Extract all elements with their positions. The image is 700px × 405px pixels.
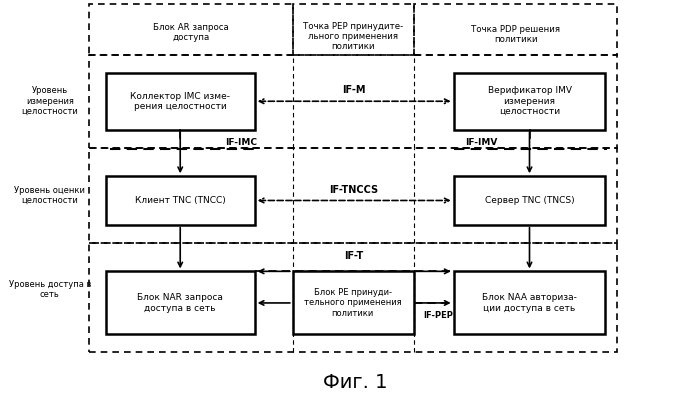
Text: IF-IMC: IF-IMC	[225, 138, 257, 147]
Text: IF-M: IF-M	[342, 85, 366, 95]
Bar	[454, 271, 606, 334]
Text: Блок NAA авториза-
ции доступа в сеть: Блок NAA авториза- ции доступа в сеть	[482, 293, 577, 313]
Text: Блок AR запроса
доступа: Блок AR запроса доступа	[153, 23, 229, 42]
Bar	[89, 243, 617, 352]
Text: IF-TNCCS: IF-TNCCS	[330, 185, 379, 195]
Text: Верификатор IMV
измерения
целостности: Верификатор IMV измерения целостности	[487, 86, 571, 116]
Text: Точка PDP решения
политики: Точка PDP решения политики	[471, 25, 560, 44]
Text: Точка PEP принудите-
льного применения
политики: Точка PEP принудите- льного применения п…	[302, 21, 403, 51]
Text: Уровень доступа в
сеть: Уровень доступа в сеть	[8, 280, 91, 299]
Bar	[89, 148, 617, 243]
Text: Клиент TNC (TNCC): Клиент TNC (TNCC)	[135, 196, 225, 205]
Bar	[414, 4, 617, 55]
Text: Уровень
измерения
целостности: Уровень измерения целостности	[22, 86, 78, 116]
Text: Блок PE принуди-
тельного применения
политики: Блок PE принуди- тельного применения пол…	[304, 288, 402, 318]
Bar	[454, 176, 606, 225]
Text: IF-PEP: IF-PEP	[423, 311, 453, 320]
Bar	[106, 73, 255, 130]
Text: Коллектор IMC изме-
рения целостности: Коллектор IMC изме- рения целостности	[130, 92, 230, 111]
Text: Фиг. 1: Фиг. 1	[323, 373, 387, 392]
Text: IF-IMV: IF-IMV	[465, 138, 498, 147]
Bar	[89, 4, 293, 55]
Text: Сервер TNC (TNCS): Сервер TNC (TNCS)	[484, 196, 574, 205]
Bar	[106, 176, 255, 225]
Bar	[293, 271, 414, 334]
Text: Уровень оценки
целостности: Уровень оценки целостности	[14, 185, 85, 205]
Text: Блок NAR запроса
доступа в сеть: Блок NAR запроса доступа в сеть	[137, 293, 223, 313]
Text: IF-T: IF-T	[344, 251, 364, 261]
Bar	[106, 271, 255, 334]
Bar	[454, 73, 606, 130]
Bar	[293, 4, 414, 55]
Bar	[89, 55, 617, 148]
